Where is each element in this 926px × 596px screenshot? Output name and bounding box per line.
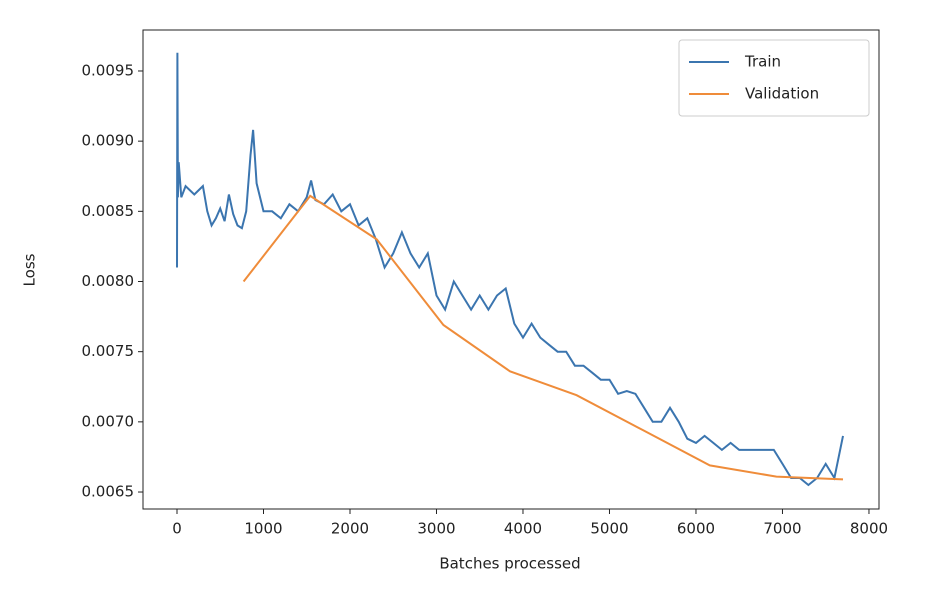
y-tick-label: 0.0075 [82,342,135,360]
y-tick-label: 0.0080 [82,272,135,290]
x-tick-label: 3000 [417,520,455,538]
x-tick-label: 6000 [677,520,715,538]
x-tick-label: 7000 [763,520,801,538]
x-tick-label: 5000 [590,520,628,538]
x-axis-label: Batches processed [439,555,580,573]
legend-label: Validation [745,85,819,103]
y-tick-label: 0.0065 [82,483,135,501]
x-tick-label: 4000 [504,520,542,538]
x-tick-label: 1000 [244,520,282,538]
x-tick-label: 8000 [850,520,888,538]
series-line [242,194,844,481]
y-tick-label: 0.0070 [82,412,135,430]
legend-label: Train [744,53,781,71]
y-tick-label: 0.0085 [82,202,135,220]
y-tick-label: 0.0090 [82,132,135,150]
legend-box [678,39,870,117]
x-tick-label: 0 [172,520,182,538]
plot-frame [142,29,880,510]
series-line [176,52,844,487]
y-axis-label: Loss [21,253,39,286]
y-tick-label: 0.0095 [82,61,135,79]
x-tick-label: 2000 [331,520,369,538]
